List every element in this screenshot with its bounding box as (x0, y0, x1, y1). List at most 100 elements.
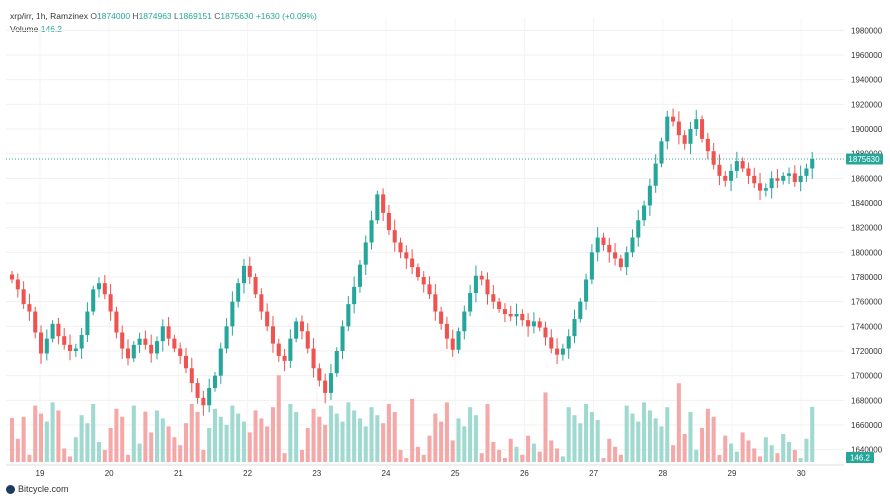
volume-bar (589, 412, 594, 462)
volume-label: Volume (10, 24, 39, 34)
candle-body (595, 237, 600, 253)
volume-bar (537, 451, 542, 462)
grid-lines (6, 18, 844, 462)
volume-bar (21, 416, 26, 462)
y-tick-label: 1640000 (851, 446, 883, 455)
volume-bar (659, 426, 664, 462)
candle-body (589, 252, 594, 280)
y-tick-label: 1900000 (851, 125, 883, 134)
volume-bar (636, 421, 641, 462)
candle-body (265, 311, 270, 327)
low-value: 1869151 (178, 11, 212, 21)
candle-body (317, 368, 322, 381)
volume-bar (642, 402, 647, 462)
candle-body (50, 323, 55, 339)
candle-body (38, 332, 44, 354)
y-tick-label: 1860000 (851, 174, 883, 183)
volume-bar (572, 415, 577, 462)
volume-bar (102, 450, 107, 462)
volume-bar (381, 423, 386, 462)
volume-bar (694, 450, 699, 462)
volume-bar (798, 458, 803, 462)
candle-body (282, 355, 287, 361)
candle-body (224, 326, 229, 349)
last-price-tag-text: 1875630 (848, 155, 880, 164)
candle-body (624, 252, 629, 268)
volume-bar (618, 454, 623, 462)
volume-bar (282, 453, 287, 462)
volume-bar (224, 424, 229, 462)
volume-bar (717, 454, 722, 462)
candle-body (798, 175, 803, 183)
candle-body (746, 168, 751, 176)
volume-bar (433, 413, 438, 462)
candle-body (514, 314, 519, 317)
volume-bar (415, 446, 420, 462)
candle-body (212, 375, 218, 388)
y-tick-label: 1720000 (851, 347, 883, 356)
open-label: O (90, 11, 97, 21)
candle-body (636, 220, 641, 238)
volume-value: 146.2 (40, 24, 63, 34)
candle-body (166, 326, 171, 339)
candle-body (543, 327, 548, 338)
bitcycle-logo-icon (6, 484, 15, 494)
candle-body (630, 237, 635, 253)
volume-bar (50, 402, 55, 462)
volume-tag: 146.2 (846, 452, 874, 463)
volume-bar (270, 407, 275, 462)
volume-bar (491, 442, 496, 462)
candle-body (584, 279, 589, 302)
volume-bar (201, 450, 206, 462)
last-price-tag: 1875630 (846, 153, 883, 165)
candle-body (381, 194, 386, 213)
volume-bar (601, 458, 606, 462)
candle-body (10, 274, 15, 280)
candle-body (276, 343, 281, 356)
footer-brand[interactable]: Bitcycle.com (6, 484, 69, 494)
candle-body (676, 121, 681, 136)
candle-body (108, 294, 113, 312)
y-tick-label: 1800000 (851, 248, 883, 257)
volume-bar (630, 413, 635, 462)
volume-bar (369, 407, 374, 462)
volume-bar (410, 398, 415, 462)
y-tick-label: 1660000 (851, 421, 883, 430)
candle-body (444, 323, 449, 339)
volume-bar (247, 432, 252, 462)
candle-body (711, 151, 716, 165)
y-tick-label: 1940000 (851, 76, 883, 85)
candle-body (642, 205, 647, 221)
volume-bar (160, 418, 165, 462)
candle-body (201, 397, 206, 406)
candle-body (44, 338, 49, 354)
candle-body (468, 293, 473, 312)
volume-bar (671, 445, 676, 462)
volume-bar (508, 438, 513, 462)
candle-body (618, 258, 623, 268)
candle-body (752, 175, 757, 184)
volume-bar (218, 416, 223, 462)
volume-bar (665, 407, 670, 462)
candle-body (462, 311, 467, 332)
volume-bar (775, 453, 780, 462)
volume-bar (543, 392, 548, 462)
candle-body (346, 304, 351, 327)
volume-bar (752, 448, 757, 462)
candle-body (73, 348, 78, 351)
volume-bar (676, 383, 681, 462)
volume-bar (485, 404, 490, 462)
y-tick-label: 1740000 (851, 322, 883, 331)
volume-row: Volume 146.2 (10, 23, 317, 36)
volume-bar (804, 438, 809, 462)
candle-body (357, 264, 362, 287)
volume-bar (450, 440, 455, 462)
volume-bar (729, 443, 734, 462)
candle-body (85, 311, 90, 335)
volume-bar (607, 438, 612, 462)
volume-bar (334, 413, 339, 462)
candle-body (671, 116, 676, 122)
y-tick-label: 1680000 (851, 396, 883, 405)
volume-bar (265, 426, 270, 462)
